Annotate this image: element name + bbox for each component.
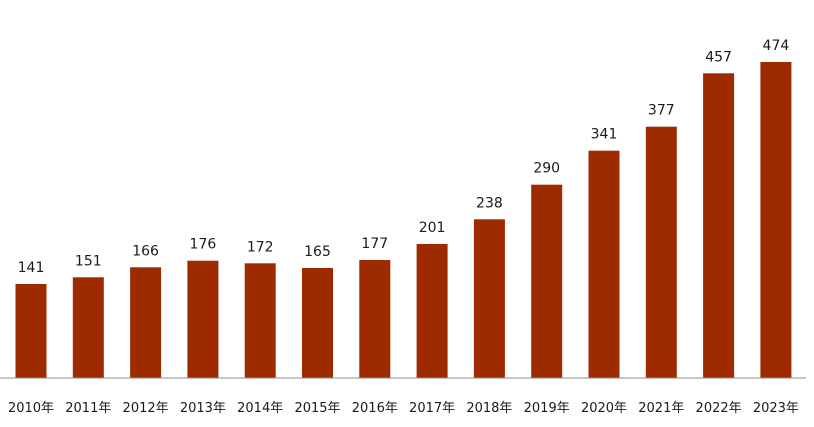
data-label-2020年: 341	[591, 127, 618, 143]
bar-2018年	[473, 219, 505, 378]
value-labels-group: 141 151 166 176 172 165 177 201 238 290 341 377 457 4…	[18, 38, 790, 276]
bar-2020年	[588, 150, 620, 378]
x-tick-label-2022年: 2022年	[696, 401, 742, 416]
x-tick-label-2023年: 2023年	[753, 401, 799, 416]
x-tick-label-2015年: 2015年	[294, 401, 340, 416]
bar-2016年	[359, 260, 391, 378]
data-label-2022年: 457	[705, 49, 732, 65]
x-tick-label-2017年: 2017年	[409, 401, 455, 416]
x-tick-label-2020年: 2020年	[581, 401, 627, 416]
x-tick-label-2010年: 2010年	[8, 401, 54, 416]
bar-2010年	[15, 284, 47, 378]
data-label-2017年: 201	[419, 220, 446, 236]
bar-2011年	[72, 277, 104, 378]
bar-2023年	[760, 62, 792, 378]
bars-group	[15, 62, 792, 379]
data-label-2021年: 377	[648, 103, 675, 119]
bar-2019年	[531, 184, 563, 378]
data-label-2011年: 151	[75, 253, 102, 269]
data-label-2012年: 166	[132, 243, 159, 259]
x-tick-label-2018年: 2018年	[466, 401, 512, 416]
data-label-2023年: 474	[763, 38, 790, 54]
x-tick-label-2021年: 2021年	[638, 401, 684, 416]
data-label-2015年: 165	[304, 244, 331, 260]
bar-2014年	[244, 263, 276, 378]
x-tick-label-2012年: 2012年	[123, 401, 169, 416]
data-label-2016年: 177	[361, 236, 388, 252]
bar-2022年	[703, 73, 735, 379]
bar-2015年	[302, 268, 333, 378]
data-label-2010年: 141	[18, 260, 45, 276]
data-label-2019年: 290	[533, 161, 560, 177]
x-tick-label-2013年: 2013年	[180, 401, 226, 416]
data-label-2013年: 176	[190, 237, 217, 253]
x-tick-label-2011年: 2011年	[65, 401, 111, 416]
bar-2021年	[645, 126, 677, 378]
bar-2012年	[130, 267, 162, 378]
bar-2017年	[416, 244, 448, 378]
x-tick-label-2016年: 2016年	[352, 401, 398, 416]
data-label-2014年: 172	[247, 239, 274, 255]
x-tick-label-2014年: 2014年	[237, 401, 283, 416]
bar-2013年	[187, 260, 219, 378]
x-tick-label-2019年: 2019年	[524, 401, 570, 416]
x-tick-labels-group: 2010年 2011年 2012年 2013年 2014年 2015年 2016年 2017年…	[8, 401, 799, 416]
data-label-2018年: 238	[476, 195, 503, 211]
